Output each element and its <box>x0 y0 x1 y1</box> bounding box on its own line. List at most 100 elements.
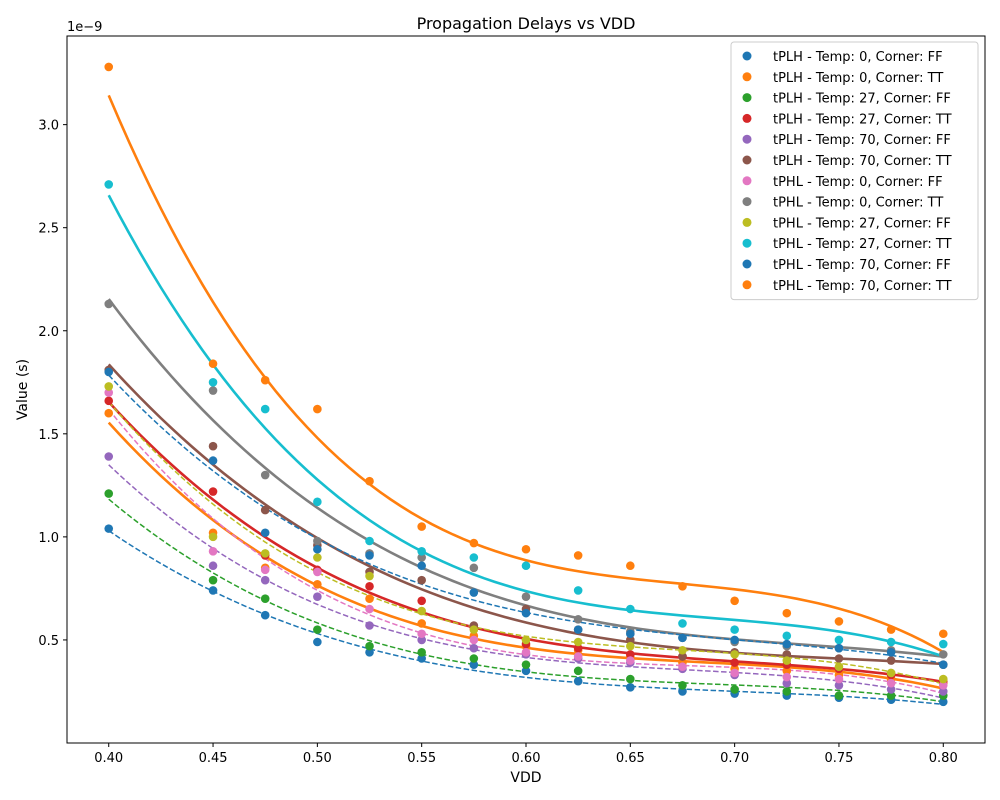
data-point <box>104 382 114 391</box>
y-tick-label: 2.0 <box>38 325 59 340</box>
x-axis-label: VDD <box>510 770 541 786</box>
data-point <box>938 674 948 684</box>
data-point <box>365 621 374 630</box>
data-point <box>104 180 114 189</box>
data-point <box>260 404 270 414</box>
data-point <box>573 551 583 560</box>
fit-curve <box>107 194 944 658</box>
data-point <box>886 656 896 665</box>
data-point <box>938 660 948 669</box>
data-point <box>260 565 270 575</box>
legend-label: tPLH - Temp: 0, Corner: TT <box>773 71 943 86</box>
data-point <box>417 561 426 571</box>
data-point <box>626 674 635 684</box>
legend: tPLH - Temp: 0, Corner: FF tPLH - Temp: 0… <box>730 41 979 301</box>
data-point <box>313 579 322 589</box>
data-point <box>938 629 948 639</box>
data-point <box>417 553 426 562</box>
data-point <box>365 476 374 486</box>
data-point <box>626 604 635 614</box>
data-point <box>626 635 635 645</box>
data-point <box>104 367 114 377</box>
x-tick-label: 0.80 <box>929 751 958 766</box>
data-point <box>208 359 218 369</box>
legend-marker <box>742 280 752 290</box>
data-point <box>208 575 218 585</box>
fit-curve <box>107 94 944 654</box>
data-point <box>573 676 583 686</box>
data-point <box>678 633 687 643</box>
data-point <box>886 691 896 700</box>
x-axis: 0.40 0.45 0.50 0.55 0.60 0.65 0.70 0.75 0.80 <box>94 743 958 766</box>
data-point <box>260 375 270 385</box>
data-point <box>834 635 844 645</box>
data-point <box>260 575 270 585</box>
legend-label: tPHL - Temp: 0, Corner: TT <box>773 196 943 211</box>
data-point <box>313 637 322 647</box>
data-point <box>365 604 374 614</box>
y-axis-offset-text: 1e−9 <box>67 20 102 35</box>
data-point <box>886 648 896 657</box>
data-point <box>260 594 270 604</box>
data-point <box>782 666 792 676</box>
legend-marker <box>742 259 752 269</box>
data-point <box>260 549 270 558</box>
data-point <box>834 662 844 672</box>
data-point <box>573 615 583 624</box>
x-tick-label: 0.60 <box>512 751 541 766</box>
legend-label: tPLH - Temp: 27, Corner: TT <box>773 112 952 127</box>
legend-label: tPLH - Temp: 70, Corner: TT <box>773 154 952 169</box>
data-point <box>521 660 531 669</box>
data-point <box>573 586 583 595</box>
data-point <box>521 544 531 554</box>
data-point <box>208 532 218 542</box>
data-point <box>678 645 687 655</box>
data-point <box>260 505 270 515</box>
legend-marker <box>742 93 752 103</box>
data-point <box>573 666 583 676</box>
legend-marker <box>742 155 752 165</box>
data-point <box>469 563 479 573</box>
x-tick-label: 0.55 <box>407 751 436 766</box>
data-point <box>573 652 583 661</box>
data-point <box>313 553 322 562</box>
data-point <box>417 606 426 616</box>
data-point <box>678 680 687 690</box>
data-point <box>365 648 374 657</box>
data-point <box>573 637 583 647</box>
legend-label: tPLH - Temp: 0, Corner: FF <box>773 50 943 65</box>
data-point <box>417 547 426 556</box>
x-tick-label: 0.50 <box>303 751 332 766</box>
fit-curve <box>108 374 944 665</box>
data-point <box>626 650 635 659</box>
data-point <box>469 635 479 645</box>
legend-label: tPHL - Temp: 70, Corner: FF <box>773 258 951 273</box>
data-point <box>782 608 792 618</box>
legend-marker <box>742 51 752 61</box>
data-point <box>730 685 739 694</box>
data-point <box>469 538 479 548</box>
data-point <box>938 650 948 659</box>
data-point <box>313 567 322 577</box>
legend-label: tPHL - Temp: 0, Corner: FF <box>773 175 943 190</box>
y-tick-label: 1.0 <box>38 531 59 546</box>
legend-box <box>730 41 979 301</box>
data-point <box>208 487 218 496</box>
data-point <box>782 687 792 696</box>
x-tick-label: 0.65 <box>616 751 645 766</box>
fit-curve <box>107 363 944 666</box>
data-point <box>938 697 948 707</box>
data-point <box>573 625 583 634</box>
data-point <box>626 656 635 665</box>
legend-marker <box>742 176 752 186</box>
data-point <box>417 648 426 657</box>
data-point <box>886 678 896 688</box>
data-point <box>782 678 792 688</box>
data-point <box>678 619 687 628</box>
data-point <box>521 561 531 571</box>
data-point <box>313 497 322 507</box>
data-point <box>469 588 479 597</box>
data-point <box>260 528 270 538</box>
data-point <box>782 650 792 659</box>
